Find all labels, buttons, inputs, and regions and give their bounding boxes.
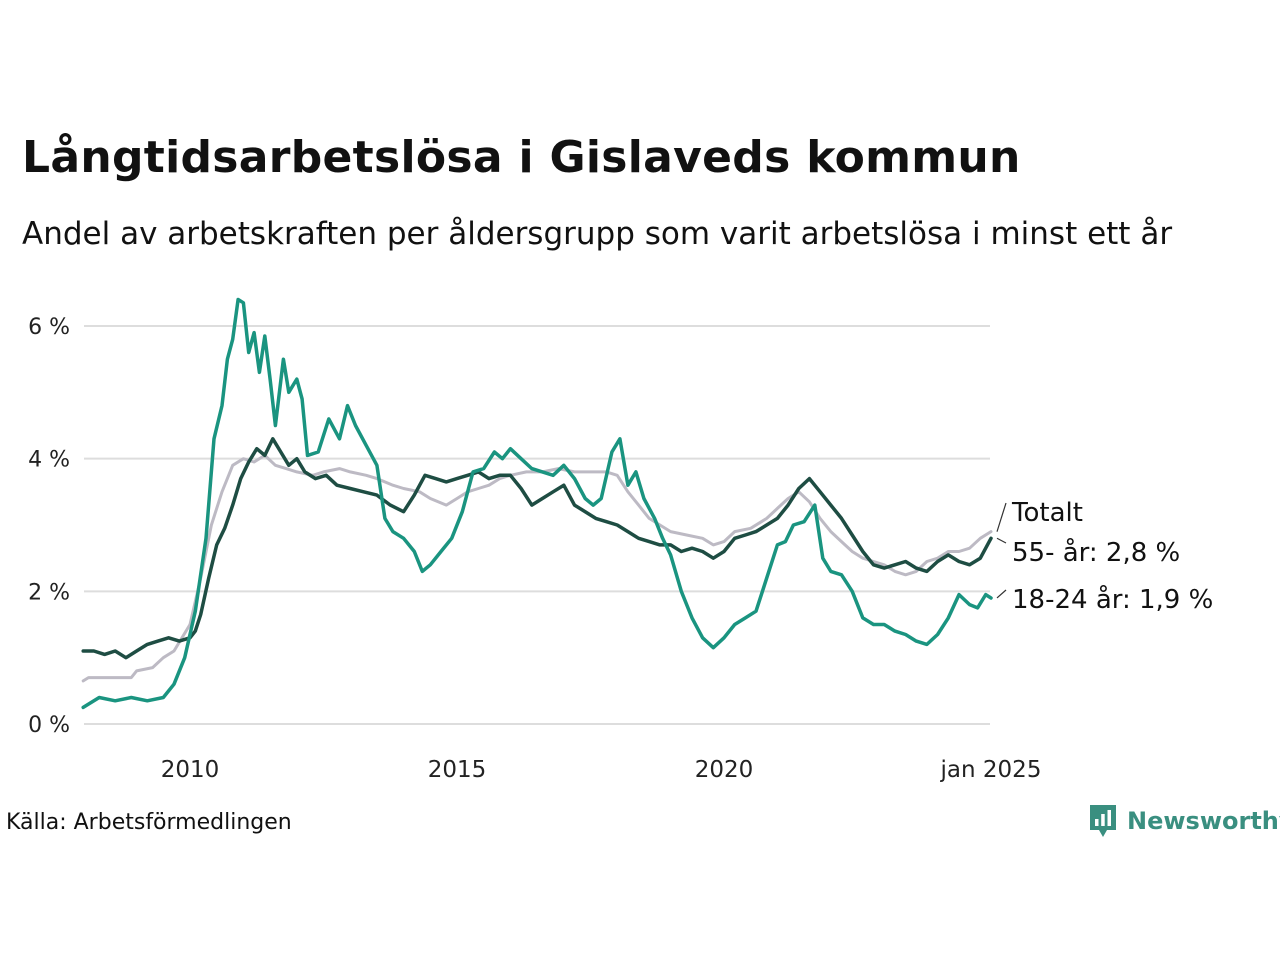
series-line-1 [81,437,993,660]
source-note: Källa: Arbetsförmedlingen [6,810,292,835]
x-axis-ticks: 2010 2015 2020 jan 2025 [161,757,1042,783]
chart-subtitle: Andel av arbetskraften per åldersgrupp s… [22,216,1173,252]
x-tick-label: 2020 [695,757,754,783]
series-label: 18-24 år: 1,9 % [1012,584,1213,615]
grid-lines [84,325,990,725]
label-leader-line [996,589,1007,599]
y-tick-label: 4 % [28,448,70,473]
series-label: Totalt [1011,498,1083,528]
series-line-0 [81,453,993,683]
chart-title: Långtidsarbetslösa i Gislaveds kommun [22,132,1021,183]
x-tick-label: jan 2025 [940,757,1042,783]
y-axis-ticks: 0 % 2 % 4 % 6 % [28,315,70,738]
y-tick-label: 6 % [28,315,70,340]
series-lines [81,297,993,710]
y-tick-label: 2 % [28,580,70,605]
x-tick-label: 2010 [161,757,220,783]
series-line-2 [81,297,993,710]
x-tick-label: 2015 [428,757,487,783]
label-leader-line [996,537,1007,544]
line-chart: 0 % 2 % 4 % 6 % 2010 2015 2020 jan 2025 Totalt… [28,297,1213,783]
brand-logo: Newsworthy [1088,803,1280,839]
brand-name: Newsworthy [1127,807,1280,835]
series-label: 55- år: 2,8 % [1012,537,1180,568]
label-leader-line [996,502,1007,532]
bar-chart-icon [1090,805,1116,837]
y-tick-label: 0 % [28,713,70,738]
series-labels: Totalt 55- år: 2,8 % 18-24 år: 1,9 % [996,498,1213,615]
